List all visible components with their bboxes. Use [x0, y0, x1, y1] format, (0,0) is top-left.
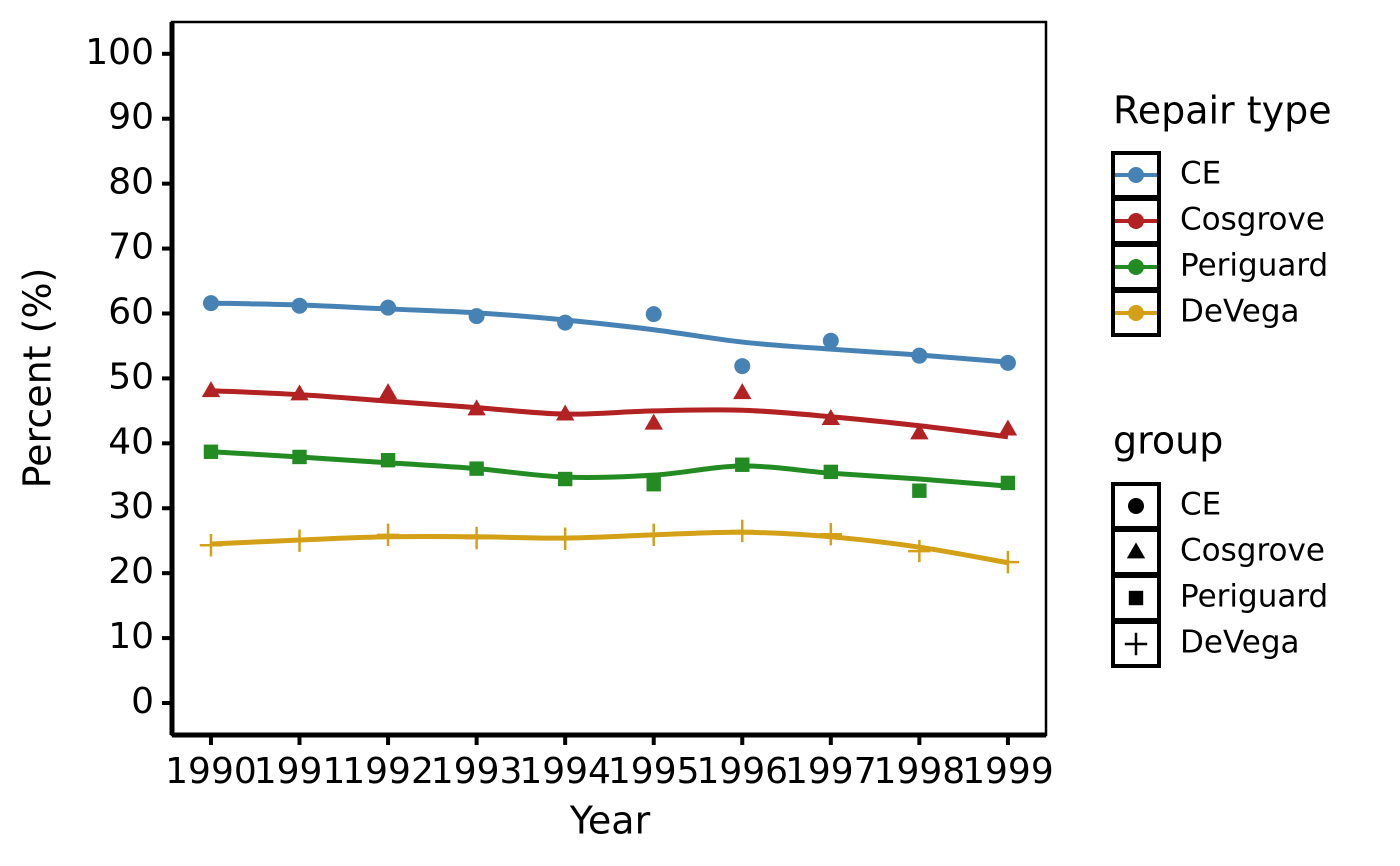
point — [996, 550, 1020, 574]
point — [380, 452, 396, 468]
point — [642, 523, 665, 547]
legend-title: Repair type — [1113, 89, 1332, 133]
point — [199, 534, 223, 557]
legend-label: CE — [1180, 156, 1221, 192]
point — [290, 384, 309, 401]
point — [555, 404, 575, 421]
smooth-line — [210, 529, 1009, 566]
y-tick-label: 50 — [108, 356, 154, 397]
legend-shape — [1124, 632, 1148, 656]
legend-point — [1128, 305, 1144, 321]
legend-key — [1111, 482, 1161, 530]
x-tick-label: 1995 — [608, 751, 700, 792]
point — [380, 299, 397, 316]
point — [291, 297, 308, 314]
legend-label: Periguard — [1180, 248, 1328, 284]
point — [203, 444, 219, 459]
x-tick-label: 1991 — [254, 751, 346, 792]
legend-label: DeVega — [1180, 625, 1300, 661]
point — [644, 413, 663, 430]
y-tick-label: 0 — [131, 681, 154, 722]
point — [557, 314, 574, 331]
point — [910, 423, 929, 440]
point — [731, 519, 754, 543]
x-tick-label: 1998 — [874, 751, 966, 792]
point — [202, 295, 219, 312]
point — [1000, 475, 1016, 491]
x-tick-label: 1999 — [962, 751, 1054, 792]
x-tick-label: 1993 — [431, 751, 523, 792]
point — [821, 409, 841, 426]
smooth-line — [210, 300, 1009, 365]
point — [823, 464, 839, 480]
y-tick-label: 70 — [108, 227, 154, 268]
point — [911, 347, 928, 364]
point — [908, 539, 931, 563]
point — [465, 526, 488, 550]
point — [557, 471, 573, 487]
y-tick-label: 90 — [108, 97, 154, 138]
legend-title: group — [1113, 419, 1223, 463]
point — [288, 529, 311, 552]
x-tick-label: 1997 — [785, 751, 877, 792]
point — [998, 419, 1018, 436]
legend-label: DeVega — [1180, 294, 1300, 330]
point — [999, 354, 1016, 371]
legend-label: Cosgrove — [1180, 533, 1325, 569]
point — [378, 383, 398, 400]
point — [376, 523, 400, 547]
legend-shape — [1126, 542, 1146, 559]
x-tick-label: 1992 — [342, 751, 434, 792]
x-tick-label: 1996 — [696, 751, 788, 792]
point — [468, 308, 485, 325]
legend-key — [1111, 620, 1161, 668]
legend-label: CE — [1180, 487, 1221, 523]
y-tick-label: 100 — [85, 32, 154, 73]
smooth-line — [210, 388, 1009, 440]
point — [201, 381, 221, 398]
point — [735, 457, 750, 472]
point — [467, 399, 486, 416]
point — [733, 383, 752, 400]
legend-point — [1128, 259, 1144, 275]
smooth-line — [210, 449, 1009, 489]
point — [469, 461, 484, 476]
point — [734, 358, 751, 375]
legend-label: Cosgrove — [1180, 202, 1325, 238]
y-tick-label: 40 — [108, 421, 154, 462]
legend-shape — [1128, 590, 1144, 606]
y-tick-label: 20 — [108, 551, 154, 592]
x-axis-label: Year — [569, 799, 651, 843]
plot-border — [170, 20, 1048, 737]
point — [819, 523, 843, 546]
point — [822, 332, 839, 349]
y-tick-label: 80 — [108, 162, 154, 203]
x-tick-label: 1994 — [519, 751, 611, 792]
x-tick-label: 1990 — [165, 751, 257, 792]
legend-label: Periguard — [1180, 579, 1328, 615]
point — [646, 477, 661, 492]
point — [645, 306, 662, 323]
legend-point — [1128, 213, 1144, 229]
legend-point — [1128, 167, 1144, 183]
point — [553, 527, 577, 550]
point — [912, 483, 927, 498]
y-axis-label: Percent (%) — [16, 268, 60, 489]
legend-shape — [1128, 498, 1144, 514]
y-tick-label: 60 — [108, 291, 154, 332]
y-tick-label: 30 — [108, 486, 154, 527]
y-tick-label: 10 — [108, 616, 154, 657]
point — [292, 449, 307, 465]
